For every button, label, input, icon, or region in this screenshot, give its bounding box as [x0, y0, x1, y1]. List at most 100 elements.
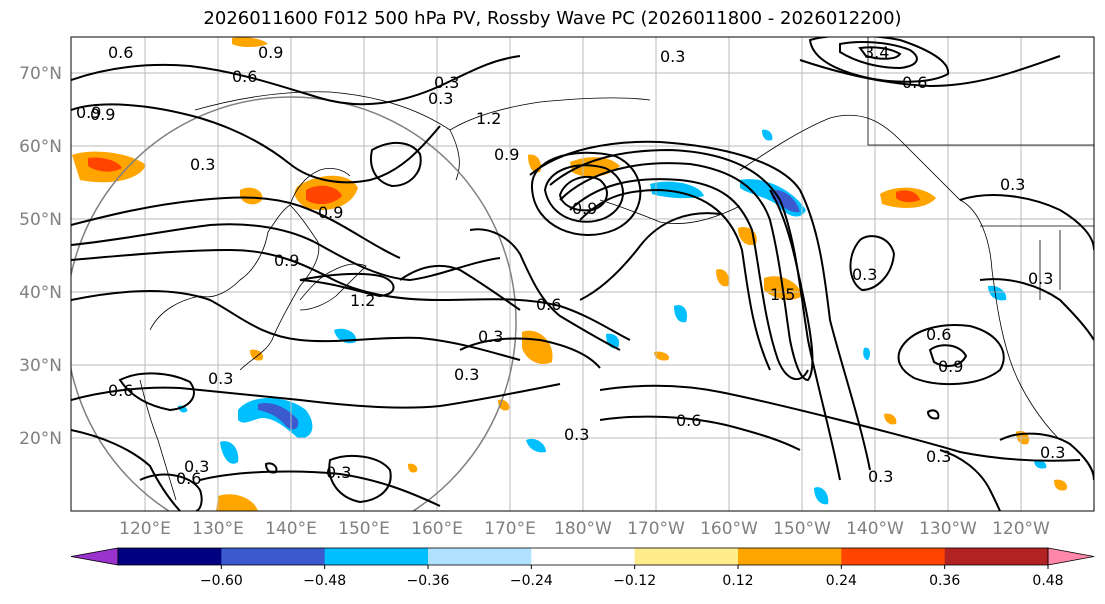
anomaly-positive — [654, 351, 670, 361]
contour-label: 0.3 — [1000, 175, 1025, 194]
contour-label: 0.3 — [454, 365, 479, 384]
colorbar-outline — [117, 547, 1049, 566]
anomaly-strong — [306, 185, 342, 205]
lon-label: 140°W — [846, 519, 904, 539]
contour-label: 0.3 — [852, 265, 877, 284]
anomaly-negative — [762, 129, 773, 141]
contour-label: 0.9 — [318, 203, 343, 222]
lon-label: 160°E — [411, 519, 463, 539]
lon-label: 180°W — [554, 519, 612, 539]
contour-label: 0.3 — [208, 369, 233, 388]
anomaly-positive — [528, 154, 542, 173]
anomaly-strong — [896, 190, 920, 203]
lat-label: 40°N — [19, 283, 62, 303]
anomaly-positive — [1054, 479, 1068, 491]
contour-label: 0.3 — [478, 327, 503, 346]
anomaly-negative — [863, 347, 871, 360]
contour-label: 0.6 — [108, 43, 133, 62]
lon-label: 130°W — [919, 519, 977, 539]
contour-label: 0.6 — [536, 295, 561, 314]
contour-label: 0.3 — [660, 47, 685, 66]
lon-label: 120°W — [992, 519, 1050, 539]
colorbar-extend-high — [1047, 547, 1095, 566]
contour-label: 0.6 — [232, 67, 257, 86]
anomaly-strong-negative — [258, 402, 299, 430]
view-circle — [71, 96, 517, 511]
contour-label: 0.9 — [258, 43, 283, 62]
contour-label: 0.9 — [572, 199, 597, 218]
contour-label: 0.3 — [564, 425, 589, 444]
contour-label: 3.4 — [864, 43, 889, 62]
lon-label: 170°E — [484, 519, 536, 539]
contour-label: 0.3 — [868, 467, 893, 486]
contour-labels: 0.6 0.9 0.6 0.3 0.3 0.9 0.3 1.2 0.9 0.3 … — [76, 43, 1065, 488]
contour-label: 0.9 — [76, 103, 101, 122]
lat-label: 70°N — [19, 64, 62, 84]
contour-label: 0.9 — [938, 357, 963, 376]
lat-label: 50°N — [19, 210, 62, 230]
anomaly-positive — [884, 413, 897, 425]
anomaly-negative — [526, 438, 546, 453]
anomaly-negative — [220, 441, 239, 464]
contour-label: 0.6 — [108, 381, 133, 400]
lon-label: 130°E — [192, 519, 244, 539]
colorbar-extend-low — [70, 547, 119, 566]
contour-label: 0.3 — [428, 89, 453, 108]
colorbar-tick-label: −0.12 — [613, 573, 656, 589]
contour-label: 0.6 — [676, 411, 701, 430]
lon-label: 160°W — [700, 519, 758, 539]
pv-contours — [71, 37, 1094, 511]
lon-label: 120°E — [119, 519, 171, 539]
contour-label: 1.2 — [350, 291, 375, 310]
colorbar-segment — [428, 548, 532, 565]
anomaly-positive — [232, 37, 268, 47]
contour-label: 0.3 — [326, 463, 351, 482]
colorbar-segment — [944, 548, 1049, 565]
anomaly-positive — [716, 269, 730, 287]
colorbar-tick-label: 0.12 — [722, 573, 753, 589]
anomaly-negative — [988, 285, 1007, 301]
colorbar-tick-label: −0.36 — [407, 573, 450, 589]
colorbar-segment — [221, 548, 326, 565]
lat-label: 60°N — [19, 137, 62, 157]
lon-label: 150°E — [338, 519, 390, 539]
map-title: 2026011600 F012 500 hPa PV, Rossby Wave … — [203, 8, 902, 29]
contour-label: 0.9 — [274, 251, 299, 270]
contour-label: 0.3 — [434, 73, 459, 92]
colorbar-segment — [841, 548, 946, 565]
anomaly-positive — [250, 349, 264, 361]
contour-label: 0.3 — [1040, 443, 1065, 462]
colorbar: −0.60 −0.48 −0.36 −0.24 −0.12 0.12 0.24 0.36 0.4… — [70, 547, 1095, 589]
latitude-labels: 70°N 60°N 50°N 40°N 30°N 20°N — [19, 64, 62, 449]
lon-label: 150°W — [773, 519, 831, 539]
anomaly-strong — [88, 157, 122, 172]
anomaly-negative — [650, 181, 704, 199]
colorbar-tick-label: 0.48 — [1032, 573, 1063, 589]
map-frame — [70, 36, 1095, 512]
contour-label: 1.5 — [770, 285, 795, 304]
colorbar-tick-label: 0.36 — [929, 573, 960, 589]
contour-label: 0.9 — [494, 145, 519, 164]
contour-label: 0.3 — [184, 457, 209, 476]
colorbar-tick-label: −0.48 — [303, 573, 346, 589]
anomaly-negative — [814, 487, 829, 505]
colorbar-segment — [118, 548, 222, 565]
anomaly-positive — [408, 463, 418, 473]
anomaly-positive — [216, 494, 258, 511]
lat-label: 20°N — [19, 429, 62, 449]
contour-label: 0.6 — [176, 469, 201, 488]
anomaly-positive — [240, 187, 263, 205]
colorbar-tick-label: −0.60 — [200, 573, 243, 589]
anomaly-negative — [674, 304, 688, 323]
colorbar-segment — [634, 548, 739, 565]
contour-label: 0.3 — [1028, 269, 1053, 288]
longitude-labels: 120°E 130°E 140°E 150°E 160°E 170°E 180°… — [119, 519, 1050, 539]
lon-label: 170°W — [627, 519, 685, 539]
colorbar-tick-label: −0.24 — [510, 573, 553, 589]
contour-label: 0.6 — [902, 73, 927, 92]
colorbar-tick-label: 0.24 — [826, 573, 857, 589]
contour-label: 1.2 — [476, 109, 501, 128]
contour-label: 0.3 — [190, 155, 215, 174]
contour-label: 0.9 — [90, 105, 115, 124]
